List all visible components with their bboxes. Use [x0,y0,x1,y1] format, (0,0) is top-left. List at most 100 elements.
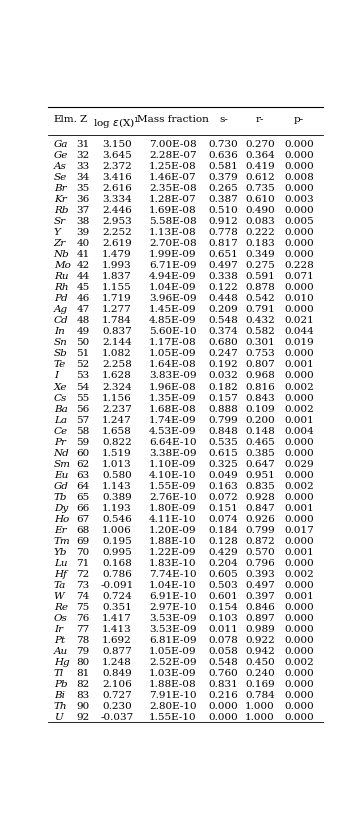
Text: 1.143: 1.143 [102,481,132,490]
Text: 0.005: 0.005 [284,217,314,226]
Text: Eu: Eu [54,470,68,479]
Text: 0.000: 0.000 [284,184,314,193]
Text: s-: s- [219,115,228,124]
Text: 3.334: 3.334 [102,195,132,204]
Text: 1.28E-07: 1.28E-07 [149,195,197,204]
Text: 0.000: 0.000 [284,713,314,722]
Text: 39: 39 [76,228,90,237]
Text: 1.04E-10: 1.04E-10 [149,580,197,589]
Text: 0.151: 0.151 [209,503,238,512]
Text: 0.000: 0.000 [284,250,314,259]
Text: Tl: Tl [54,668,64,677]
Text: 7.74E-10: 7.74E-10 [149,569,197,578]
Text: Elm.: Elm. [54,115,77,124]
Text: 0.610: 0.610 [245,195,275,204]
Text: 0.000: 0.000 [284,448,314,457]
Text: 1.248: 1.248 [102,657,132,666]
Text: 2.52E-09: 2.52E-09 [149,657,197,666]
Text: 0.010: 0.010 [284,294,314,303]
Text: 0.995: 0.995 [102,547,132,556]
Text: 0.103: 0.103 [209,613,238,622]
Text: 1.05E-09: 1.05E-09 [149,646,197,655]
Text: 0.730: 0.730 [209,140,238,149]
Text: 0.074: 0.074 [209,514,238,523]
Text: 6.64E-10: 6.64E-10 [149,437,197,446]
Text: 69: 69 [76,536,90,545]
Text: 0.000: 0.000 [284,602,314,611]
Text: 0.888: 0.888 [209,404,238,413]
Text: 0.419: 0.419 [245,162,275,171]
Text: 5.60E-10: 5.60E-10 [149,327,197,336]
Text: 0.429: 0.429 [209,547,238,556]
Text: 0.912: 0.912 [209,217,238,226]
Text: 0.000: 0.000 [284,151,314,160]
Text: 0.651: 0.651 [209,250,238,259]
Text: In: In [54,327,64,336]
Text: 59: 59 [76,437,90,446]
Text: 0.389: 0.389 [102,492,132,501]
Text: 0.247: 0.247 [209,349,238,358]
Text: 1.417: 1.417 [102,613,132,622]
Text: 1.46E-07: 1.46E-07 [149,173,197,182]
Text: 38: 38 [76,217,90,226]
Text: 48: 48 [76,316,90,325]
Text: 0.000: 0.000 [284,239,314,248]
Text: 3.96E-09: 3.96E-09 [149,294,197,303]
Text: 36: 36 [76,195,90,204]
Text: Sn: Sn [54,338,67,347]
Text: 0.000: 0.000 [284,140,314,149]
Text: Pb: Pb [54,679,67,688]
Text: 2.76E-10: 2.76E-10 [149,492,197,501]
Text: 31: 31 [76,140,90,149]
Text: 0.001: 0.001 [284,415,314,424]
Text: 0.490: 0.490 [245,206,275,215]
Text: Ho: Ho [54,514,69,523]
Text: 0.843: 0.843 [245,393,275,402]
Text: 0.753: 0.753 [245,349,275,358]
Text: Nd: Nd [54,448,70,457]
Text: 6.81E-09: 6.81E-09 [149,636,197,645]
Text: Mass fraction: Mass fraction [137,115,209,124]
Text: 0.000: 0.000 [284,437,314,446]
Text: -0.091: -0.091 [100,580,134,589]
Text: 0.450: 0.450 [245,657,275,666]
Text: 0.497: 0.497 [209,261,238,270]
Text: Th: Th [54,701,67,710]
Text: La: La [54,415,67,424]
Text: 1.25E-08: 1.25E-08 [149,162,197,171]
Text: Er: Er [54,525,66,534]
Text: Ga: Ga [54,140,68,149]
Text: 1.74E-09: 1.74E-09 [149,415,197,424]
Text: 0.349: 0.349 [245,250,275,259]
Text: 65: 65 [76,492,90,501]
Text: Lu: Lu [54,558,67,567]
Text: 0.204: 0.204 [209,558,238,567]
Text: 1.45E-09: 1.45E-09 [149,305,197,314]
Text: 1.68E-08: 1.68E-08 [149,404,197,413]
Text: 0.591: 0.591 [245,272,275,281]
Text: 0.011: 0.011 [209,624,238,633]
Text: 0.032: 0.032 [209,371,238,380]
Text: 0.846: 0.846 [245,602,275,611]
Text: 0.270: 0.270 [245,140,275,149]
Text: 0.922: 0.922 [245,636,275,645]
Text: 2.97E-10: 2.97E-10 [149,602,197,611]
Text: 0.000: 0.000 [284,349,314,358]
Text: 0.003: 0.003 [284,195,314,204]
Text: 0.848: 0.848 [209,426,238,435]
Text: 0.835: 0.835 [245,481,275,490]
Text: 0.000: 0.000 [284,492,314,501]
Text: 0.817: 0.817 [209,239,238,248]
Text: 57: 57 [76,415,90,424]
Text: 0.822: 0.822 [102,437,132,446]
Text: 0.784: 0.784 [245,690,275,699]
Text: 0.338: 0.338 [209,272,238,281]
Text: 63: 63 [76,470,90,479]
Text: 0.021: 0.021 [284,316,314,325]
Text: 47: 47 [76,305,90,314]
Text: 2.28E-07: 2.28E-07 [149,151,197,160]
Text: 0.928: 0.928 [245,492,275,501]
Text: p-: p- [294,115,304,124]
Text: 52: 52 [76,360,90,369]
Text: Cd: Cd [54,316,68,325]
